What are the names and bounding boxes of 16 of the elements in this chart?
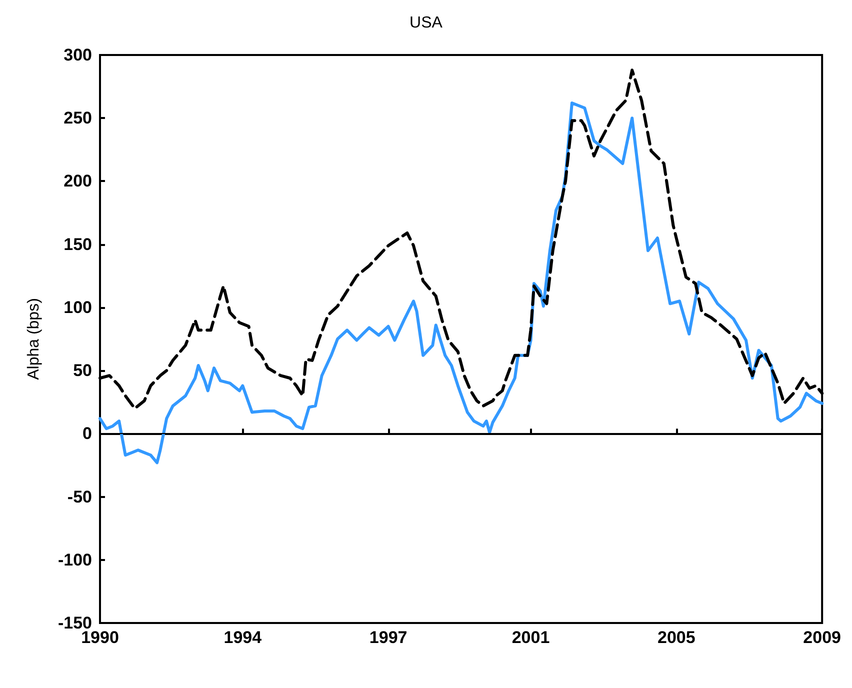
y-tick-label: 50: [73, 361, 92, 380]
x-tick-label: 2005: [658, 628, 696, 647]
y-tick-label: -100: [58, 550, 92, 570]
x-tick-label: 1994: [224, 628, 262, 647]
y-axis-title: Alpha (bps): [26, 298, 42, 380]
x-tick-label: 2001: [512, 628, 550, 647]
y-tick-label: 150: [64, 234, 92, 254]
y-tick-label: 0: [82, 424, 92, 444]
chart-title: USA: [410, 14, 443, 32]
y-tick-label: -50: [67, 487, 92, 506]
y-tick-label: 100: [64, 298, 92, 317]
x-tick-label: 2009: [803, 628, 842, 647]
y-tick-label: 200: [64, 172, 92, 191]
y-tick-label: 250: [64, 108, 92, 128]
x-tick-label: 1997: [369, 628, 408, 647]
y-tick-label: 300: [64, 46, 92, 64]
